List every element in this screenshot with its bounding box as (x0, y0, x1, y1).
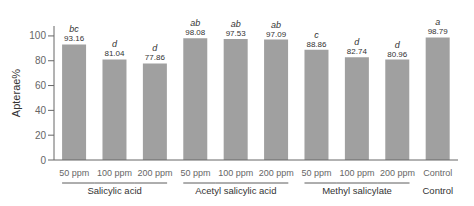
svg-text:200 ppm: 200 ppm (137, 168, 172, 178)
svg-text:Methyl salicylate: Methyl salicylate (322, 185, 392, 196)
svg-text:50 ppm: 50 ppm (59, 168, 89, 178)
svg-text:60: 60 (35, 80, 47, 91)
svg-text:d: d (112, 39, 118, 49)
svg-text:200 ppm: 200 ppm (259, 168, 294, 178)
svg-text:100: 100 (29, 30, 46, 41)
svg-text:82.74: 82.74 (347, 47, 368, 56)
svg-text:88.86: 88.86 (306, 40, 327, 49)
svg-text:40: 40 (35, 105, 47, 116)
svg-text:0: 0 (40, 155, 46, 166)
svg-text:50 ppm: 50 ppm (302, 168, 332, 178)
svg-text:98.08: 98.08 (185, 28, 206, 37)
svg-text:50 ppm: 50 ppm (180, 168, 210, 178)
svg-text:bc: bc (69, 24, 79, 34)
svg-text:a: a (435, 17, 440, 27)
svg-text:80: 80 (35, 55, 47, 66)
svg-text:Apterae%: Apterae% (10, 69, 22, 118)
svg-text:Acetyl salicylic acid: Acetyl salicylic acid (195, 185, 276, 196)
svg-text:93.16: 93.16 (64, 34, 85, 43)
svg-text:100 ppm: 100 ppm (97, 168, 132, 178)
svg-text:97.53: 97.53 (226, 29, 247, 38)
svg-text:98.79: 98.79 (428, 27, 449, 36)
svg-text:97.09: 97.09 (266, 30, 287, 39)
svg-text:Salicylic acid: Salicylic acid (87, 185, 141, 196)
svg-text:80.96: 80.96 (387, 50, 408, 59)
svg-text:d: d (354, 37, 360, 47)
svg-text:c: c (314, 30, 319, 40)
svg-text:100 ppm: 100 ppm (218, 168, 253, 178)
svg-text:100 ppm: 100 ppm (339, 168, 374, 178)
svg-text:Control: Control (422, 185, 453, 196)
svg-text:81.04: 81.04 (104, 49, 125, 58)
svg-text:d: d (152, 43, 158, 53)
svg-text:77.86: 77.86 (145, 53, 166, 62)
svg-text:ab: ab (190, 18, 200, 28)
svg-text:Control: Control (423, 168, 452, 178)
svg-text:200 ppm: 200 ppm (380, 168, 415, 178)
svg-text:ab: ab (271, 20, 281, 30)
svg-text:ab: ab (231, 19, 241, 29)
svg-text:20: 20 (35, 130, 47, 141)
svg-text:d: d (395, 40, 401, 50)
